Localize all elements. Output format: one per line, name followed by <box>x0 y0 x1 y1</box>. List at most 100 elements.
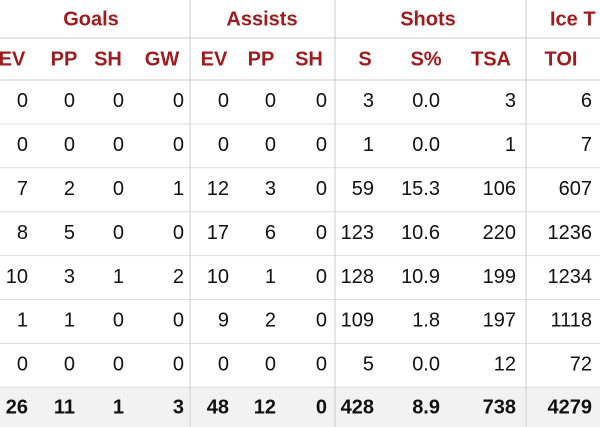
cell: 3 <box>64 266 75 288</box>
cell: 0 <box>316 90 327 112</box>
cell: 3 <box>265 178 276 200</box>
cell: 0 <box>64 90 75 112</box>
cell: 6 <box>581 90 592 112</box>
column-header: EV <box>201 48 228 70</box>
cell: 1118 <box>550 310 592 332</box>
cell: 0 <box>316 310 327 332</box>
total-cell: 0 <box>316 396 327 418</box>
cell: 0 <box>173 90 184 112</box>
column-header: EV <box>0 48 26 70</box>
column-header: PP <box>51 48 78 70</box>
cell: 1 <box>173 178 184 200</box>
total-cell: 1 <box>113 396 124 418</box>
cell: 0 <box>218 90 229 112</box>
total-cell: 3 <box>173 396 184 418</box>
header-bg <box>0 0 600 80</box>
cell: 5 <box>363 354 374 376</box>
column-header: S <box>358 48 371 70</box>
group-header: Ice T <box>550 8 596 30</box>
cell: 12 <box>207 178 229 200</box>
cell: 59 <box>352 178 374 200</box>
column-header: PP <box>248 48 275 70</box>
cell: 8 <box>17 222 28 244</box>
cell: 0 <box>17 134 28 156</box>
cell: 0 <box>17 354 28 376</box>
cell: 1 <box>64 310 75 332</box>
cell: 220 <box>483 222 516 244</box>
group-header: Shots <box>400 8 456 30</box>
cell: 6 <box>265 222 276 244</box>
cell: 0.0 <box>412 134 440 156</box>
column-header: S% <box>410 48 441 70</box>
cell: 72 <box>570 354 592 376</box>
cell: 106 <box>483 178 516 200</box>
cell: 2 <box>64 178 75 200</box>
cell: 0 <box>316 222 327 244</box>
cell: 0 <box>316 266 327 288</box>
cell: 0.0 <box>412 90 440 112</box>
cell: 1236 <box>548 222 593 244</box>
cell: 0 <box>113 222 124 244</box>
cell: 0 <box>173 134 184 156</box>
cell: 1 <box>265 266 276 288</box>
cell: 0 <box>218 134 229 156</box>
cell: 1.8 <box>412 310 440 332</box>
column-header: GW <box>145 48 180 70</box>
total-cell: 428 <box>341 396 374 418</box>
cell: 0 <box>265 90 276 112</box>
total-cell: 738 <box>483 396 516 418</box>
cell: 10 <box>207 266 229 288</box>
cell: 2 <box>173 266 184 288</box>
group-header: Assists <box>226 8 297 30</box>
total-cell: 26 <box>6 396 28 418</box>
column-header: TSA <box>471 48 511 70</box>
column-header: SH <box>295 48 323 70</box>
total-cell: 12 <box>254 396 276 418</box>
cell: 9 <box>218 310 229 332</box>
cell: 0 <box>316 134 327 156</box>
cell: 0 <box>113 310 124 332</box>
cell: 10 <box>6 266 28 288</box>
cell: 7 <box>581 134 592 156</box>
cell: 0 <box>113 134 124 156</box>
cell: 0 <box>316 178 327 200</box>
cell: 0 <box>173 310 184 332</box>
cell: 0 <box>218 354 229 376</box>
cell: 199 <box>483 266 516 288</box>
cell: 0 <box>64 134 75 156</box>
cell: 10.9 <box>401 266 440 288</box>
group-header: Goals <box>63 8 119 30</box>
cell: 197 <box>483 310 516 332</box>
total-cell: 8.9 <box>412 396 440 418</box>
cell: 12 <box>494 354 516 376</box>
cell: 5 <box>64 222 75 244</box>
cell: 0 <box>265 134 276 156</box>
cell: 1 <box>505 134 516 156</box>
cell: 10.6 <box>401 222 440 244</box>
column-header: SH <box>94 48 122 70</box>
cell: 17 <box>207 222 229 244</box>
cell: 0 <box>113 90 124 112</box>
cell: 1 <box>17 310 28 332</box>
cell: 607 <box>559 178 592 200</box>
total-cell: 11 <box>54 396 75 418</box>
total-cell: 4279 <box>548 396 593 418</box>
cell: 123 <box>341 222 374 244</box>
cell: 0 <box>64 354 75 376</box>
cell: 1234 <box>548 266 593 288</box>
total-bg <box>0 387 600 427</box>
cell: 0 <box>265 354 276 376</box>
cell: 1 <box>363 134 374 156</box>
cell: 128 <box>341 266 374 288</box>
cell: 1 <box>113 266 124 288</box>
cell: 0 <box>173 354 184 376</box>
cell: 109 <box>341 310 374 332</box>
cell: 0.0 <box>412 354 440 376</box>
total-cell: 48 <box>207 396 229 418</box>
cell: 3 <box>363 90 374 112</box>
cell: 0 <box>17 90 28 112</box>
cell: 15.3 <box>401 178 440 200</box>
cell: 0 <box>113 178 124 200</box>
